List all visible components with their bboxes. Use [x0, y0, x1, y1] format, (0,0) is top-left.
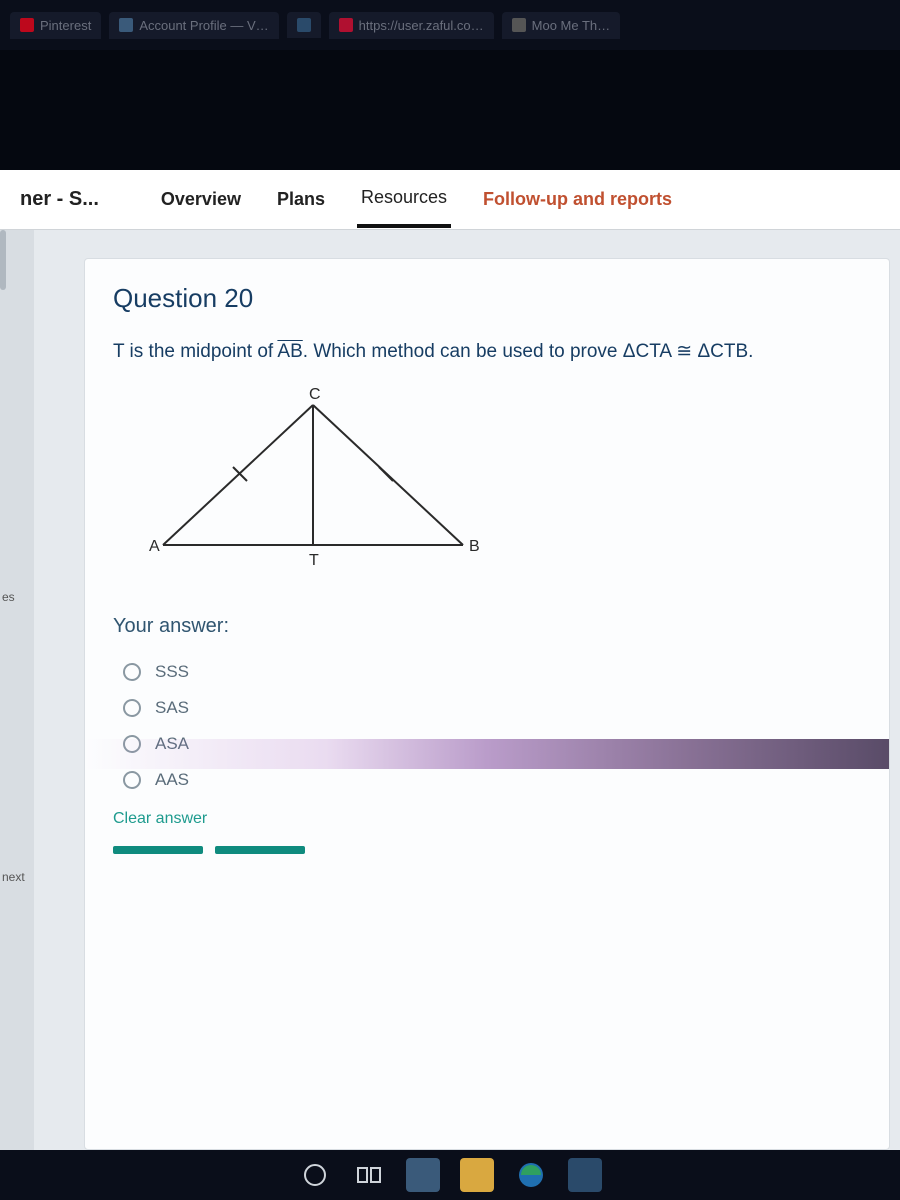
progress-bar	[113, 846, 861, 854]
option-asa[interactable]: ASA	[123, 726, 861, 762]
triangle-figure: A B T C	[143, 385, 483, 575]
left-scroll-column: es next	[0, 230, 34, 1150]
radio-icon	[123, 699, 141, 717]
clear-answer-link[interactable]: Clear answer	[113, 810, 861, 828]
file-explorer-icon[interactable]	[460, 1158, 494, 1192]
edge-icon[interactable]	[514, 1158, 548, 1192]
browser-toolbar-area	[0, 50, 900, 170]
option-sas[interactable]: SAS	[123, 690, 861, 726]
browser-tab[interactable]: Account Profile — V…	[109, 12, 278, 39]
svg-text:A: A	[149, 538, 160, 555]
task-view-icon[interactable]	[352, 1158, 386, 1192]
windows-taskbar	[0, 1150, 900, 1200]
prompt-text: . Which method can be used to prove ΔCTA…	[303, 341, 754, 362]
tab-label: https://user.zaful.co…	[359, 18, 484, 33]
radio-icon	[123, 771, 141, 789]
option-aas[interactable]: AAS	[123, 762, 861, 798]
browser-tab[interactable]: Moo Me Th…	[502, 12, 621, 39]
page-brand: ner - S...	[20, 188, 99, 211]
option-label: ASA	[155, 734, 189, 754]
option-label: SSS	[155, 662, 189, 682]
cortana-icon[interactable]	[298, 1158, 332, 1192]
tab-label: Account Profile — V…	[139, 18, 268, 33]
scrollbar-thumb[interactable]	[0, 230, 6, 290]
browser-tab[interactable]	[287, 12, 321, 38]
question-card: Question 20 T is the midpoint of AB. Whi…	[84, 258, 890, 1150]
favicon-icon	[297, 18, 311, 32]
svg-text:T: T	[309, 552, 319, 569]
answer-options: SSS SAS ASA AAS	[123, 654, 861, 798]
progress-segment	[113, 846, 203, 854]
radio-icon	[123, 735, 141, 753]
nav-plans[interactable]: Plans	[273, 173, 329, 226]
sidebar-spacer	[34, 230, 84, 1150]
prompt-text: T is the midpoint of	[113, 341, 277, 362]
favicon-icon	[512, 18, 526, 32]
page-navbar: ner - S... Overview Plans Resources Foll…	[0, 170, 900, 230]
question-title: Question 20	[113, 283, 861, 314]
question-prompt: T is the midpoint of AB. Which method ca…	[113, 340, 861, 363]
nav-resources[interactable]: Resources	[357, 171, 451, 228]
option-label: AAS	[155, 770, 189, 790]
option-label: SAS	[155, 698, 189, 718]
svg-text:C: C	[309, 386, 321, 403]
page-body: es next Question 20 T is the midpoint of…	[0, 230, 900, 1150]
side-label: es	[2, 590, 15, 604]
app-icon[interactable]	[568, 1158, 602, 1192]
radio-icon	[123, 663, 141, 681]
tab-label: Moo Me Th…	[532, 18, 611, 33]
app-icon[interactable]	[406, 1158, 440, 1192]
prompt-segment: AB	[277, 341, 302, 362]
browser-tab[interactable]: Pinterest	[10, 12, 101, 39]
nav-overview[interactable]: Overview	[157, 173, 245, 226]
browser-tab[interactable]: https://user.zaful.co…	[329, 12, 494, 39]
your-answer-label: Your answer:	[113, 615, 861, 638]
favicon-icon	[20, 18, 34, 32]
favicon-icon	[119, 18, 133, 32]
side-label: next	[2, 870, 25, 884]
svg-text:B: B	[469, 538, 480, 555]
option-sss[interactable]: SSS	[123, 654, 861, 690]
favicon-icon	[339, 18, 353, 32]
tab-label: Pinterest	[40, 18, 91, 33]
nav-follow-up[interactable]: Follow-up and reports	[479, 173, 676, 226]
browser-tabbar: Pinterest Account Profile — V… https://u…	[0, 0, 900, 50]
progress-segment	[215, 846, 305, 854]
